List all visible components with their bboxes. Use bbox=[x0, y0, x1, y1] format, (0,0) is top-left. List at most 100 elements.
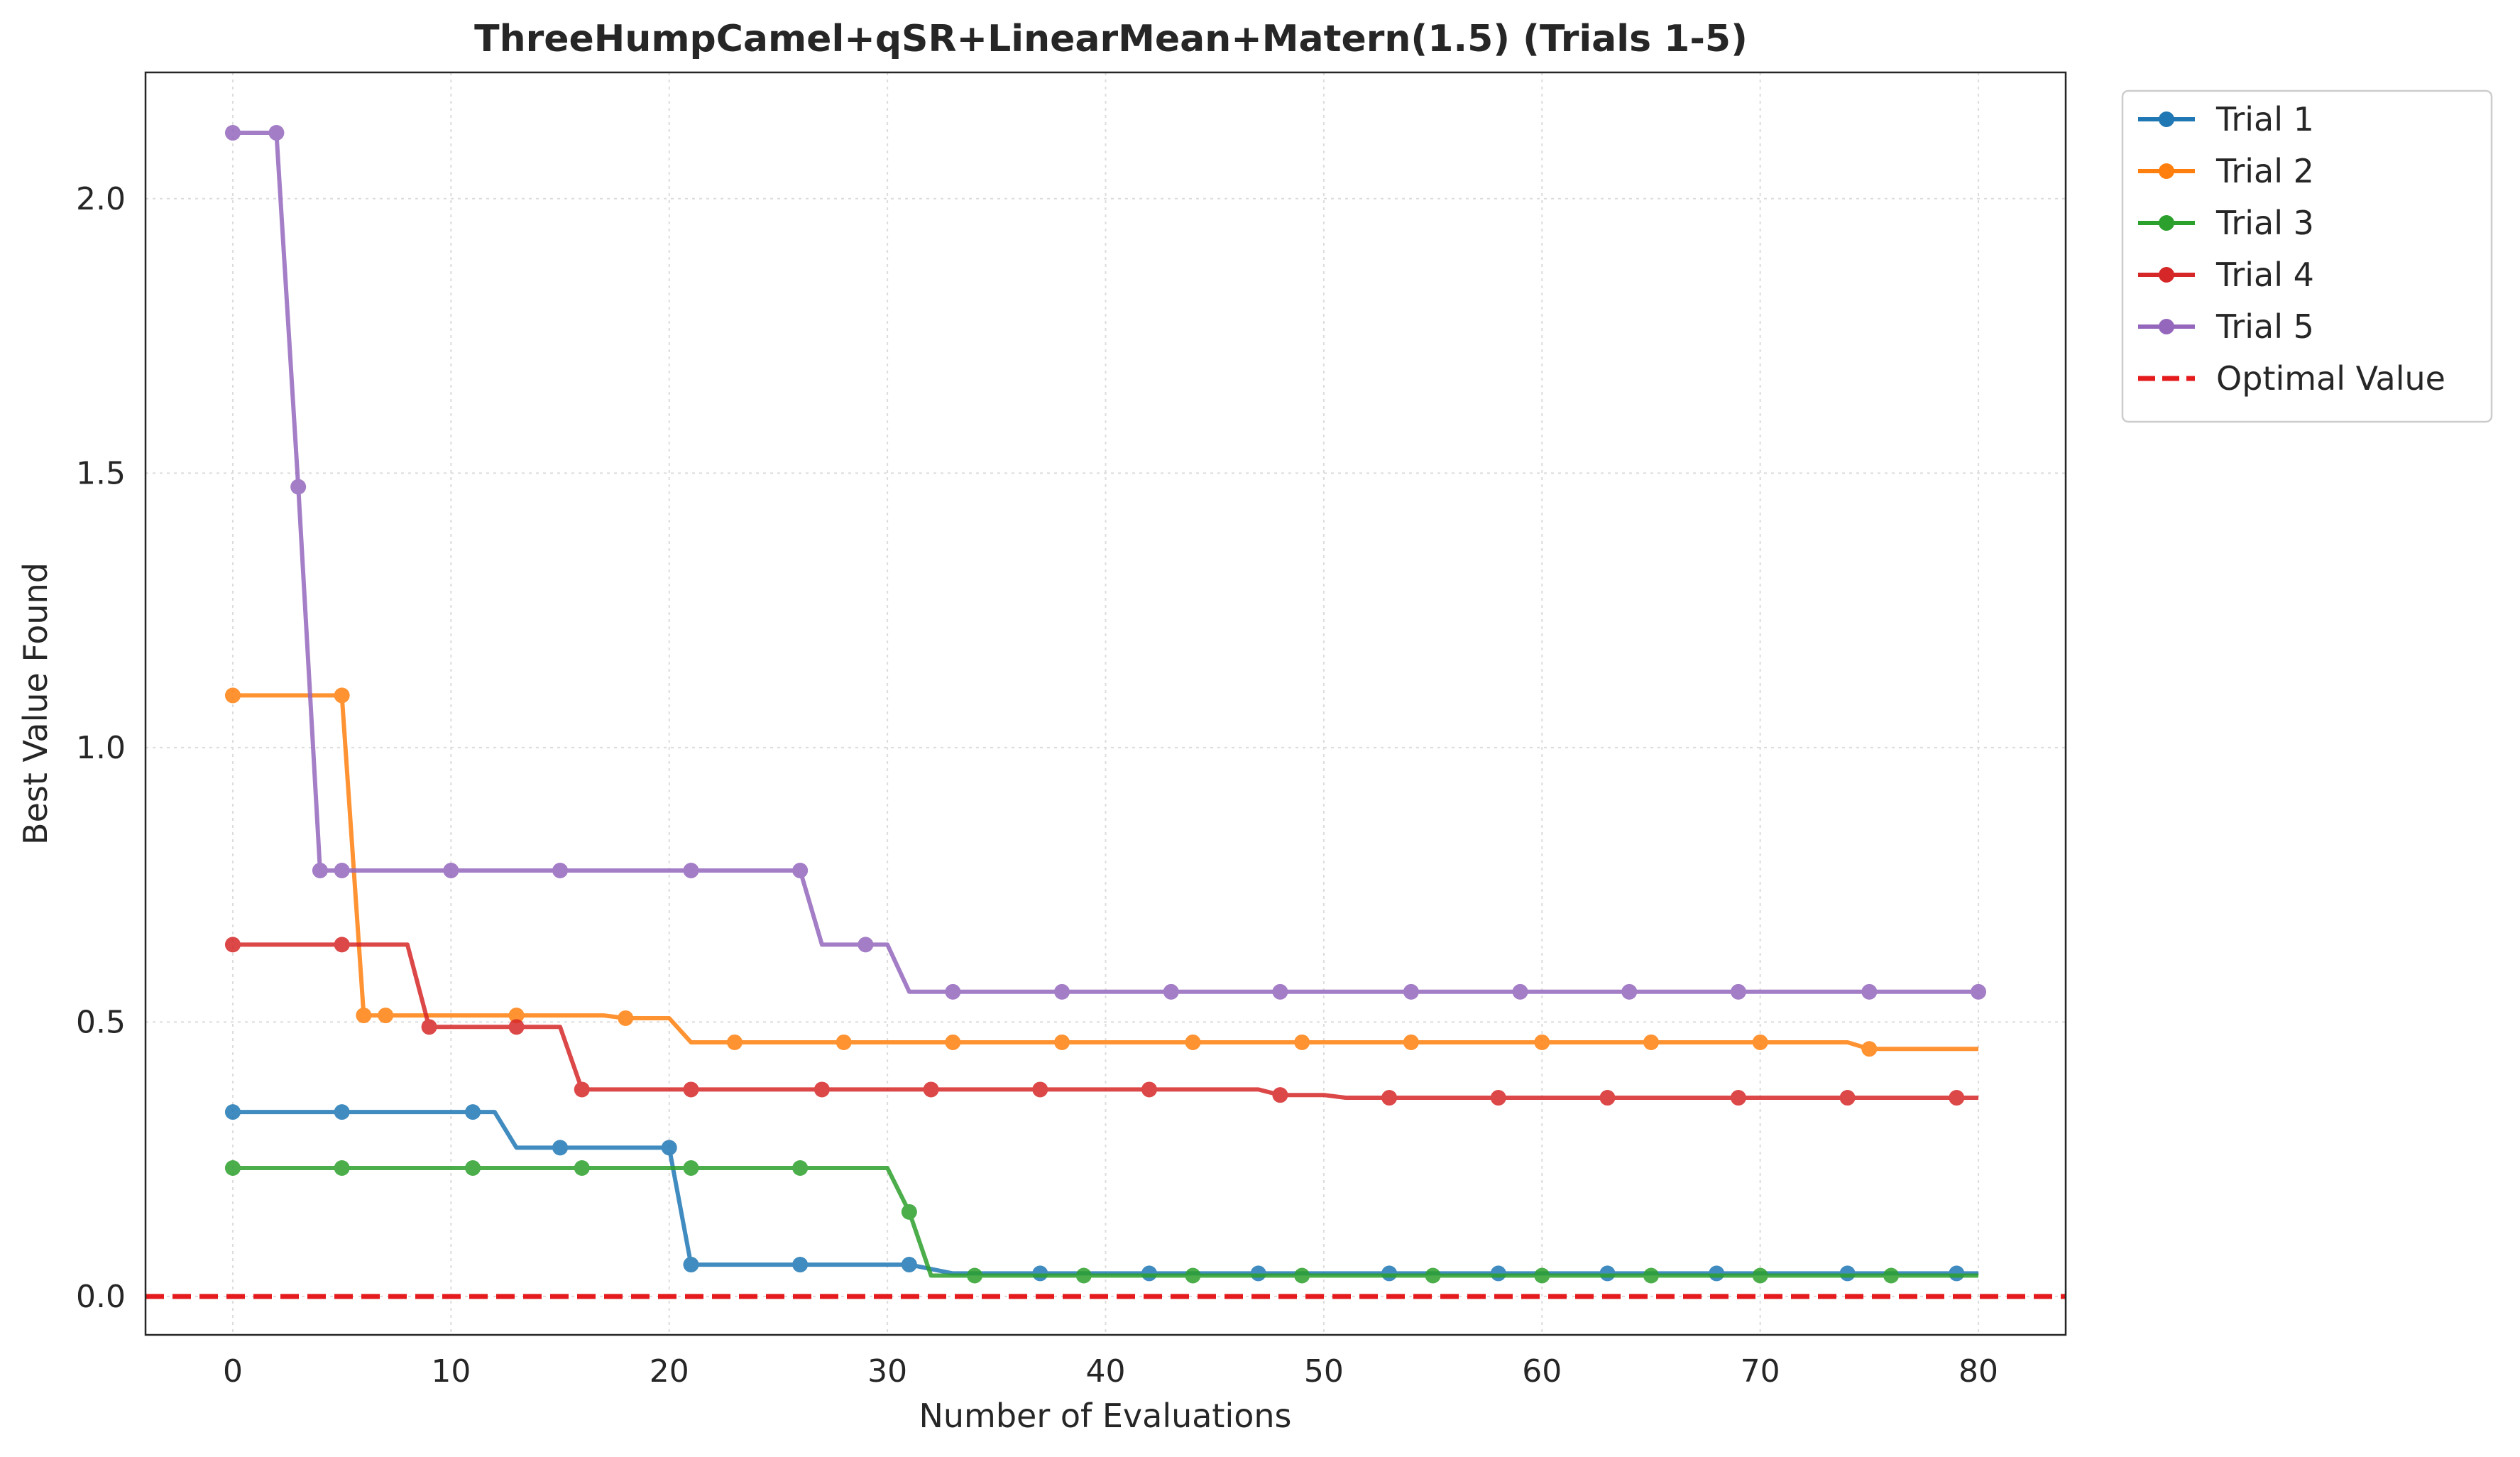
data-point bbox=[224, 937, 241, 953]
data-point bbox=[1032, 1265, 1048, 1282]
data-point bbox=[683, 1159, 699, 1176]
data-point bbox=[1752, 1267, 1768, 1284]
x-tick-label: 0 bbox=[223, 1353, 243, 1390]
data-point bbox=[1599, 1265, 1616, 1282]
data-point bbox=[1272, 983, 1288, 1000]
series-line bbox=[233, 1110, 1978, 1276]
data-point bbox=[1425, 1267, 1441, 1284]
legend-label: Trial 4 bbox=[2215, 256, 2314, 294]
data-point bbox=[1185, 1267, 1201, 1284]
data-point bbox=[1839, 1265, 1856, 1282]
data-point bbox=[1032, 1081, 1048, 1098]
y-tick-label: 1.5 bbox=[76, 455, 126, 491]
data-point bbox=[465, 1104, 481, 1120]
legend-marker bbox=[2159, 163, 2174, 179]
data-point bbox=[1730, 1090, 1746, 1106]
data-point bbox=[858, 937, 874, 953]
tick-layer: 0 10 20 30 40 50 60 70 80 0.0 0.5 1.0 1.5 2.0 bbox=[76, 181, 1998, 1390]
data-point bbox=[312, 863, 328, 879]
data-point bbox=[334, 1159, 350, 1176]
data-point bbox=[1054, 1034, 1070, 1050]
y-tick-label: 2.0 bbox=[76, 181, 126, 217]
data-point bbox=[1054, 983, 1070, 1000]
data-point bbox=[574, 1081, 590, 1098]
data-point bbox=[443, 863, 459, 879]
data-point bbox=[1490, 1090, 1506, 1106]
data-point bbox=[224, 125, 241, 141]
data-point bbox=[378, 1008, 394, 1024]
legend: Trial 1 Trial 2 Trial 3 Trial 4 Trial 5 Optim… bbox=[2121, 89, 2493, 423]
legend-label: Trial 2 bbox=[2215, 152, 2314, 190]
y-tick-label: 1.0 bbox=[76, 730, 126, 766]
x-tick-label: 70 bbox=[1741, 1353, 1780, 1390]
data-point bbox=[901, 1257, 917, 1273]
data-point bbox=[923, 1081, 939, 1098]
data-point bbox=[1141, 1081, 1157, 1098]
data-point bbox=[1730, 983, 1746, 1000]
legend-label: Optimal Value bbox=[2216, 359, 2445, 398]
data-point bbox=[792, 1159, 809, 1176]
y-tick-label: 0.0 bbox=[76, 1279, 126, 1315]
data-point bbox=[224, 1159, 241, 1176]
series-trial-4 bbox=[224, 937, 1978, 1106]
data-point bbox=[1861, 1041, 1878, 1057]
data-point bbox=[334, 1104, 350, 1120]
data-point bbox=[1141, 1265, 1157, 1282]
data-point bbox=[465, 1159, 481, 1176]
data-point bbox=[1621, 983, 1638, 1000]
data-point bbox=[792, 1257, 809, 1273]
data-point bbox=[356, 1008, 372, 1024]
data-point bbox=[1163, 983, 1179, 1000]
data-point bbox=[224, 1104, 241, 1120]
data-point bbox=[1294, 1267, 1310, 1284]
data-point bbox=[1971, 983, 1987, 1000]
data-point bbox=[967, 1267, 983, 1284]
series-line bbox=[233, 693, 1978, 1052]
x-tick-label: 10 bbox=[431, 1353, 471, 1390]
plot-frame bbox=[144, 71, 2067, 1336]
data-point bbox=[1752, 1034, 1768, 1050]
data-point bbox=[683, 1081, 699, 1098]
data-point bbox=[1403, 1034, 1419, 1050]
chart-title: ThreeHumpCamel+qSR+LinearMean+Matern(1.5… bbox=[474, 18, 1748, 60]
data-point bbox=[836, 1034, 852, 1050]
legend-box bbox=[2121, 89, 2493, 423]
data-point bbox=[1381, 1265, 1398, 1282]
legend-marker bbox=[2159, 111, 2174, 127]
data-point bbox=[1599, 1090, 1616, 1106]
series-trial-3 bbox=[224, 1159, 1978, 1284]
data-point bbox=[1839, 1090, 1856, 1106]
legend-label: Trial 1 bbox=[2215, 100, 2314, 138]
legend-item: Trial 5 bbox=[2138, 307, 2314, 346]
series-trial-1 bbox=[224, 1104, 1978, 1282]
data-point bbox=[683, 863, 699, 879]
legend-marker bbox=[2159, 319, 2174, 334]
data-point bbox=[1185, 1034, 1201, 1050]
series-line bbox=[233, 942, 1978, 1100]
data-point bbox=[1250, 1265, 1266, 1282]
data-point bbox=[574, 1159, 590, 1176]
data-point bbox=[1534, 1267, 1550, 1284]
data-point bbox=[1883, 1267, 1900, 1284]
data-point bbox=[1381, 1090, 1398, 1106]
data-point bbox=[618, 1010, 634, 1026]
data-point bbox=[945, 1034, 961, 1050]
data-point bbox=[683, 1257, 699, 1273]
y-tick-label: 0.5 bbox=[76, 1004, 126, 1040]
legend-label: Trial 5 bbox=[2215, 307, 2314, 346]
data-point bbox=[1709, 1265, 1725, 1282]
data-point bbox=[813, 1081, 830, 1098]
data-point bbox=[224, 687, 241, 704]
data-point bbox=[661, 1140, 677, 1156]
data-point bbox=[334, 937, 350, 953]
data-point bbox=[726, 1034, 743, 1050]
series-trial-2 bbox=[224, 687, 1978, 1057]
data-point bbox=[1949, 1265, 1965, 1282]
data-point bbox=[508, 1008, 525, 1024]
x-tick-label: 20 bbox=[650, 1353, 689, 1390]
data-point bbox=[1534, 1034, 1550, 1050]
data-point bbox=[1643, 1267, 1659, 1284]
data-point bbox=[901, 1204, 917, 1220]
data-point bbox=[508, 1019, 525, 1035]
